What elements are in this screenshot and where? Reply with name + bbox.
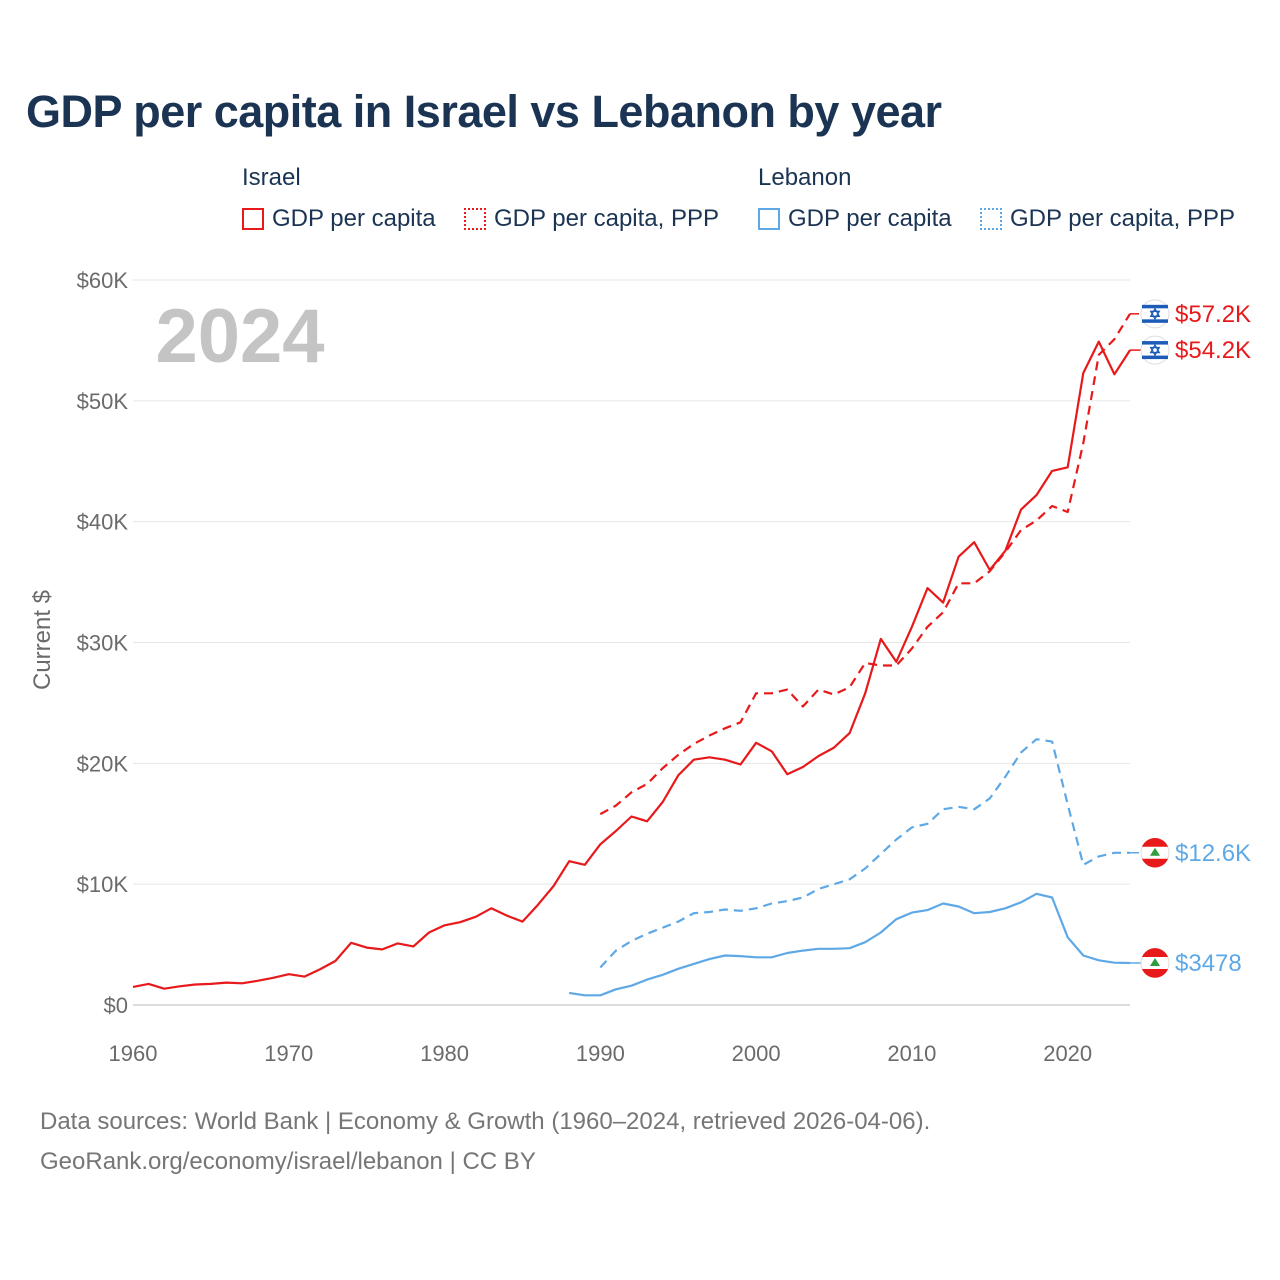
y-axis: $0 $10K $20K $30K $40K $50K $60K <box>77 268 129 1018</box>
x-tick-label: 1960 <box>109 1041 158 1066</box>
star-of-david <box>1149 346 1161 357</box>
legend-group-lebanon: Lebanon <box>758 164 852 191</box>
y-tick-label: $20K <box>77 751 129 776</box>
y-axis-label: Current $ <box>29 590 56 690</box>
end-markers: $54.2K $57.2K $3478 $12.6K <box>1140 299 1251 978</box>
grid-lines <box>133 279 1130 1006</box>
end-value-label: $3478 <box>1175 950 1242 977</box>
flag-stripe <box>1142 319 1168 323</box>
israel-flag-icon <box>1140 299 1170 329</box>
legend-item-lebanon-gdp[interactable]: GDP per capita <box>758 205 952 233</box>
x-axis: 1960 1970 1980 1990 2000 2010 2020 <box>109 1041 1093 1066</box>
x-tick-label: 1970 <box>264 1041 313 1066</box>
x-tick-label: 2010 <box>887 1041 936 1066</box>
cedar-icon <box>1150 847 1160 856</box>
legend-swatch-dotted <box>980 208 1002 230</box>
star-of-david <box>1149 343 1161 354</box>
flag-stripe <box>1142 837 1168 847</box>
flag-stripe <box>1142 968 1168 978</box>
y-tick-label: $10K <box>77 872 129 897</box>
end-value-label: $57.2K <box>1175 301 1251 328</box>
chart-title: GDP per capita in Israel vs Lebanon by y… <box>26 86 942 137</box>
legend-item-israel-gdp[interactable]: GDP per capita <box>242 205 436 233</box>
x-tick-label: 2000 <box>732 1041 781 1066</box>
legend-label: GDP per capita <box>272 205 436 232</box>
legend-label: GDP per capita <box>788 205 952 232</box>
y-tick-label: $0 <box>104 993 128 1018</box>
flag-stripe <box>1142 355 1168 360</box>
series-line-lebanon-dashed <box>599 738 1130 969</box>
x-tick-label: 1980 <box>420 1041 469 1066</box>
flag-stripe <box>1142 948 1168 957</box>
x-tick-label: 1990 <box>576 1041 625 1066</box>
y-tick-label: $40K <box>77 510 129 535</box>
legend-item-lebanon-ppp[interactable]: GDP per capita, PPP <box>980 205 1235 233</box>
star-of-david <box>1149 307 1161 317</box>
star-of-david <box>1149 310 1161 321</box>
x-tick-label: 2020 <box>1043 1041 1092 1066</box>
flag-base <box>1140 335 1170 365</box>
year-watermark: 2024 <box>155 294 324 379</box>
lebanon-flag-icon <box>1140 948 1170 978</box>
end-value-label: $54.2K <box>1175 337 1251 364</box>
lebanon-flag-icon <box>1140 837 1170 868</box>
y-tick-label: $50K <box>77 389 129 414</box>
legend-label: GDP per capita, PPP <box>1010 205 1235 232</box>
y-tick-label: $30K <box>77 631 129 656</box>
series-line-lebanon-solid <box>569 892 1131 997</box>
flag-stripe <box>1142 341 1168 345</box>
end-value-label: $12.6K <box>1175 840 1251 867</box>
y-tick-label: $60K <box>77 268 129 293</box>
legend-group-israel: Israel <box>242 164 301 191</box>
legend-item-israel-ppp[interactable]: GDP per capita, PPP <box>464 205 719 233</box>
series-lines <box>132 313 1141 997</box>
legend-swatch-solid <box>758 208 780 230</box>
series-line-israel-solid <box>132 340 1131 990</box>
israel-flag-icon <box>1140 335 1170 365</box>
cedar-icon <box>1150 957 1160 966</box>
flag-stripe <box>1142 304 1168 309</box>
legend-label: GDP per capita, PPP <box>494 205 719 232</box>
flag-base <box>1140 299 1170 329</box>
flag-stripe <box>1142 858 1168 868</box>
series-line-israel-dashed <box>599 313 1131 816</box>
legend-swatch-solid <box>242 208 264 230</box>
footer-attribution[interactable]: GeoRank.org/economy/israel/lebanon | CC … <box>40 1148 536 1175</box>
footer-sources: Data sources: World Bank | Economy & Gro… <box>40 1108 931 1135</box>
legend-swatch-dotted <box>464 208 486 230</box>
